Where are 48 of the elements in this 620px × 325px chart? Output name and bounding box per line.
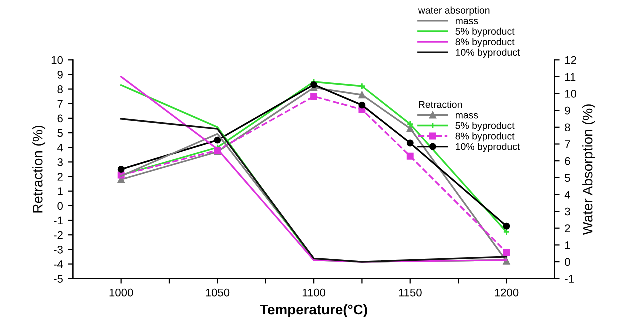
y2-axis-title: Water Absorption (%) xyxy=(582,104,596,236)
y2-tick-label: 1 xyxy=(565,242,570,250)
y-tick-label: 9 xyxy=(58,70,63,79)
y2-tick-label: 10 xyxy=(565,90,577,98)
legend-label: 8% byproduct xyxy=(456,132,515,142)
x-tick-label: 1200 xyxy=(495,288,519,297)
y-tick-label: 7 xyxy=(58,100,63,108)
y-tick-label: 3 xyxy=(58,158,63,166)
x-axis-title: Temperature(°C) xyxy=(260,304,368,318)
text: Retraction xyxy=(419,101,462,108)
y-tick-label: -2 xyxy=(54,231,63,240)
y2-tick-label: 12 xyxy=(565,56,576,64)
y-tick-label: 8 xyxy=(58,86,63,94)
y-tick-label: 5 xyxy=(58,129,63,138)
legend-label: 5% byproduct xyxy=(456,28,515,37)
y-axis-title: Retraction (%) xyxy=(32,126,46,213)
x-tick-label: 1000 xyxy=(110,288,134,297)
y-tick-label: 10 xyxy=(52,56,64,64)
text: water absorption xyxy=(418,6,490,16)
legend-label: mass xyxy=(456,19,478,24)
y2-tick-label: -1 xyxy=(565,275,574,283)
x-tick-label: 1150 xyxy=(399,288,422,297)
y-tick-label: 4 xyxy=(58,144,64,152)
y-tick-label: -3 xyxy=(54,246,63,254)
legend-label: 10% byproduct xyxy=(456,48,520,58)
legend-label: 5% byproduct xyxy=(456,122,515,132)
y-tick-label: 0 xyxy=(58,202,64,210)
y2-tick-label: 5 xyxy=(565,174,570,182)
legend-label: mass xyxy=(456,113,478,119)
y2-tick-label: 9 xyxy=(565,106,570,115)
y-tick-label: -4 xyxy=(54,260,64,268)
legend-label: 8% byproduct xyxy=(456,38,515,48)
x-tick-label: 1050 xyxy=(206,288,230,297)
y2-tick-label: 6 xyxy=(565,157,570,166)
y2-tick-label: 7 xyxy=(565,140,570,148)
y-tick-label: 6 xyxy=(58,114,63,123)
legend-label: 10% byproduct xyxy=(456,143,520,152)
y-tick-label: 2 xyxy=(58,173,63,181)
y-tick-label: 1 xyxy=(58,188,63,196)
y2-tick-label: 0 xyxy=(565,258,570,266)
y2-tick-label: 2 xyxy=(565,224,570,232)
x-tick-label: 1100 xyxy=(302,288,326,297)
y-tick-label: -1 xyxy=(54,216,63,225)
y2-tick-label: 4 xyxy=(564,191,570,199)
y-tick-label: -5 xyxy=(54,275,63,283)
y2-tick-label: 11 xyxy=(565,73,576,81)
y2-tick-label: 8 xyxy=(565,124,570,132)
y2-tick-label: 3 xyxy=(565,208,570,216)
